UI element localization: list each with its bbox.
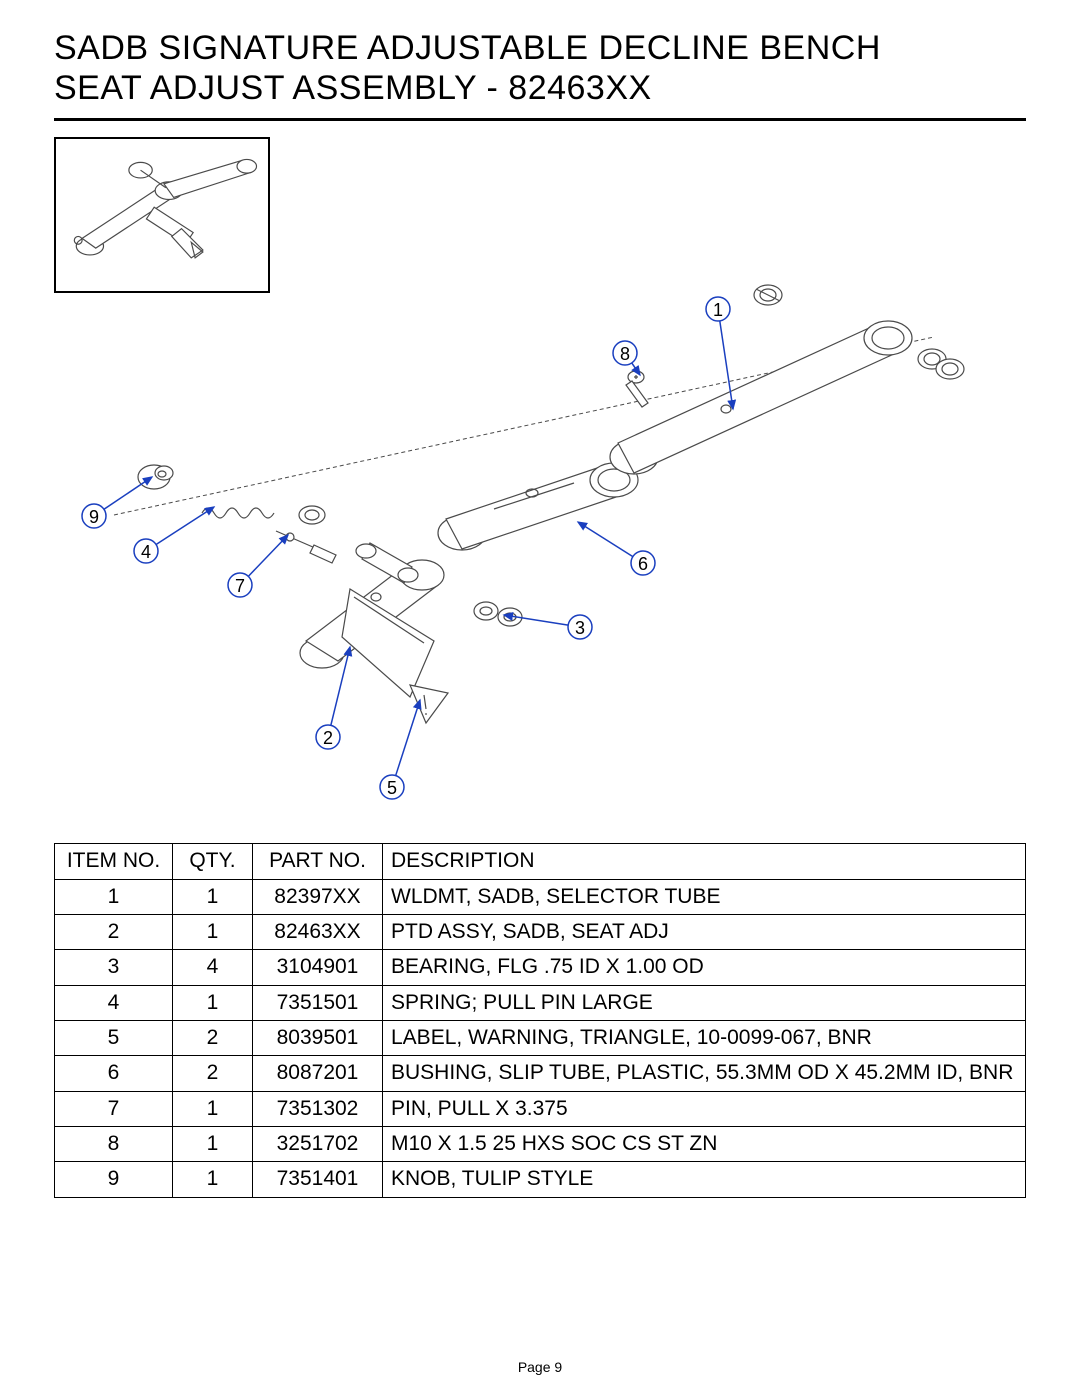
part-knob — [138, 465, 173, 489]
table-cell: 1 — [173, 879, 253, 914]
part-bearing-lower — [474, 602, 522, 626]
col-qty: QTY. — [173, 844, 253, 879]
callout-leader — [104, 477, 152, 509]
table-cell: PIN, PULL X 3.375 — [383, 1091, 1026, 1126]
table-row: 1182397XXWLDMT, SADB, SELECTOR TUBE — [55, 879, 1026, 914]
table-cell: 3104901 — [253, 950, 383, 985]
table-row: 813251702M10 X 1.5 25 HXS SOC CS ST ZN — [55, 1126, 1026, 1161]
table-cell: 1 — [173, 1126, 253, 1161]
callout-number: 3 — [575, 618, 585, 638]
part-warning-label — [410, 685, 448, 723]
page: SADB SIGNATURE ADJUSTABLE DECLINE BENCH … — [0, 0, 1080, 1397]
part-bushing-left — [299, 506, 325, 524]
exploded-view: 1 8 9 4 7 6 3 2 5 — [54, 137, 1026, 817]
table-header-row: ITEM NO. QTY. PART NO. DESCRIPTION — [55, 844, 1026, 879]
table-cell: 3 — [55, 950, 173, 985]
table-cell: BEARING, FLG .75 ID X 1.00 OD — [383, 950, 1026, 985]
table-cell: KNOB, TULIP STYLE — [383, 1162, 1026, 1197]
table-cell: 1 — [173, 914, 253, 949]
table-cell: 82463XX — [253, 914, 383, 949]
table-row: 917351401KNOB, TULIP STYLE — [55, 1162, 1026, 1197]
callout-leader — [578, 522, 633, 557]
title-line-2: SEAT ADJUST ASSEMBLY - 82463XX — [54, 69, 652, 107]
table-cell: 3251702 — [253, 1126, 383, 1161]
part-seat-adj-assy — [300, 543, 444, 697]
table-cell: 2 — [173, 1020, 253, 1055]
callout-leader — [248, 535, 288, 576]
table-row: 628087201BUSHING, SLIP TUBE, PLASTIC, 55… — [55, 1056, 1026, 1091]
table-row: 528039501LABEL, WARNING, TRIANGLE, 10-00… — [55, 1020, 1026, 1055]
table-row: 417351501SPRING; PULL PIN LARGE — [55, 985, 1026, 1020]
table-cell: 82397XX — [253, 879, 383, 914]
table-cell: 7351401 — [253, 1162, 383, 1197]
table-row: 343104901BEARING, FLG .75 ID X 1.00 OD — [55, 950, 1026, 985]
table-cell: PTD ASSY, SADB, SEAT ADJ — [383, 914, 1026, 949]
part-spring — [202, 508, 274, 518]
part-slip-tube — [438, 463, 638, 550]
callout-number: 5 — [387, 778, 397, 798]
table-cell: 6 — [55, 1056, 173, 1091]
callout-number: 2 — [323, 728, 333, 748]
table-cell: LABEL, WARNING, TRIANGLE, 10-0099-067, B… — [383, 1020, 1026, 1055]
table-cell: 1 — [173, 1091, 253, 1126]
part-pull-pin — [276, 531, 336, 563]
page-title: SADB SIGNATURE ADJUSTABLE DECLINE BENCH … — [54, 28, 1026, 121]
callout-leader — [156, 507, 214, 544]
table-cell: 1 — [55, 879, 173, 914]
table-cell: 2 — [55, 914, 173, 949]
table-cell: 1 — [173, 1162, 253, 1197]
table-cell: 8 — [55, 1126, 173, 1161]
table-cell: 4 — [55, 985, 173, 1020]
table-cell: SPRING; PULL PIN LARGE — [383, 985, 1026, 1020]
table-cell: 8087201 — [253, 1056, 383, 1091]
table-cell: 9 — [55, 1162, 173, 1197]
page-footer: Page 9 — [0, 1359, 1080, 1375]
part-bearing-right — [918, 349, 964, 379]
parts-table: ITEM NO. QTY. PART NO. DESCRIPTION 11823… — [54, 843, 1026, 1197]
callout-number: 7 — [235, 576, 245, 596]
callout-number: 8 — [620, 344, 630, 364]
diagram-area: 1 8 9 4 7 6 3 2 5 — [54, 137, 1026, 817]
table-cell: 2 — [173, 1056, 253, 1091]
table-cell: BUSHING, SLIP TUBE, PLASTIC, 55.3MM OD X… — [383, 1056, 1026, 1091]
table-cell: 7 — [55, 1091, 173, 1126]
table-cell: 7351501 — [253, 985, 383, 1020]
col-description: DESCRIPTION — [383, 844, 1026, 879]
part-bushing-right-top — [754, 285, 782, 305]
title-line-1: SADB SIGNATURE ADJUSTABLE DECLINE BENCH — [54, 29, 881, 67]
table-cell: 4 — [173, 950, 253, 985]
table-cell: WLDMT, SADB, SELECTOR TUBE — [383, 879, 1026, 914]
callout-leader — [396, 700, 420, 776]
table-cell: 7351302 — [253, 1091, 383, 1126]
table-cell: 8039501 — [253, 1020, 383, 1055]
callout-number: 6 — [638, 554, 648, 574]
table-row: 717351302PIN, PULL X 3.375 — [55, 1091, 1026, 1126]
table-cell: 5 — [55, 1020, 173, 1055]
col-item-no: ITEM NO. — [55, 844, 173, 879]
table-cell: 1 — [173, 985, 253, 1020]
table-cell: M10 X 1.5 25 HXS SOC CS ST ZN — [383, 1126, 1026, 1161]
callout-number: 1 — [713, 300, 723, 320]
col-part-no: PART NO. — [253, 844, 383, 879]
table-row: 2182463XXPTD ASSY, SADB, SEAT ADJ — [55, 914, 1026, 949]
callout-number: 4 — [141, 542, 151, 562]
callout-number: 9 — [89, 507, 99, 527]
